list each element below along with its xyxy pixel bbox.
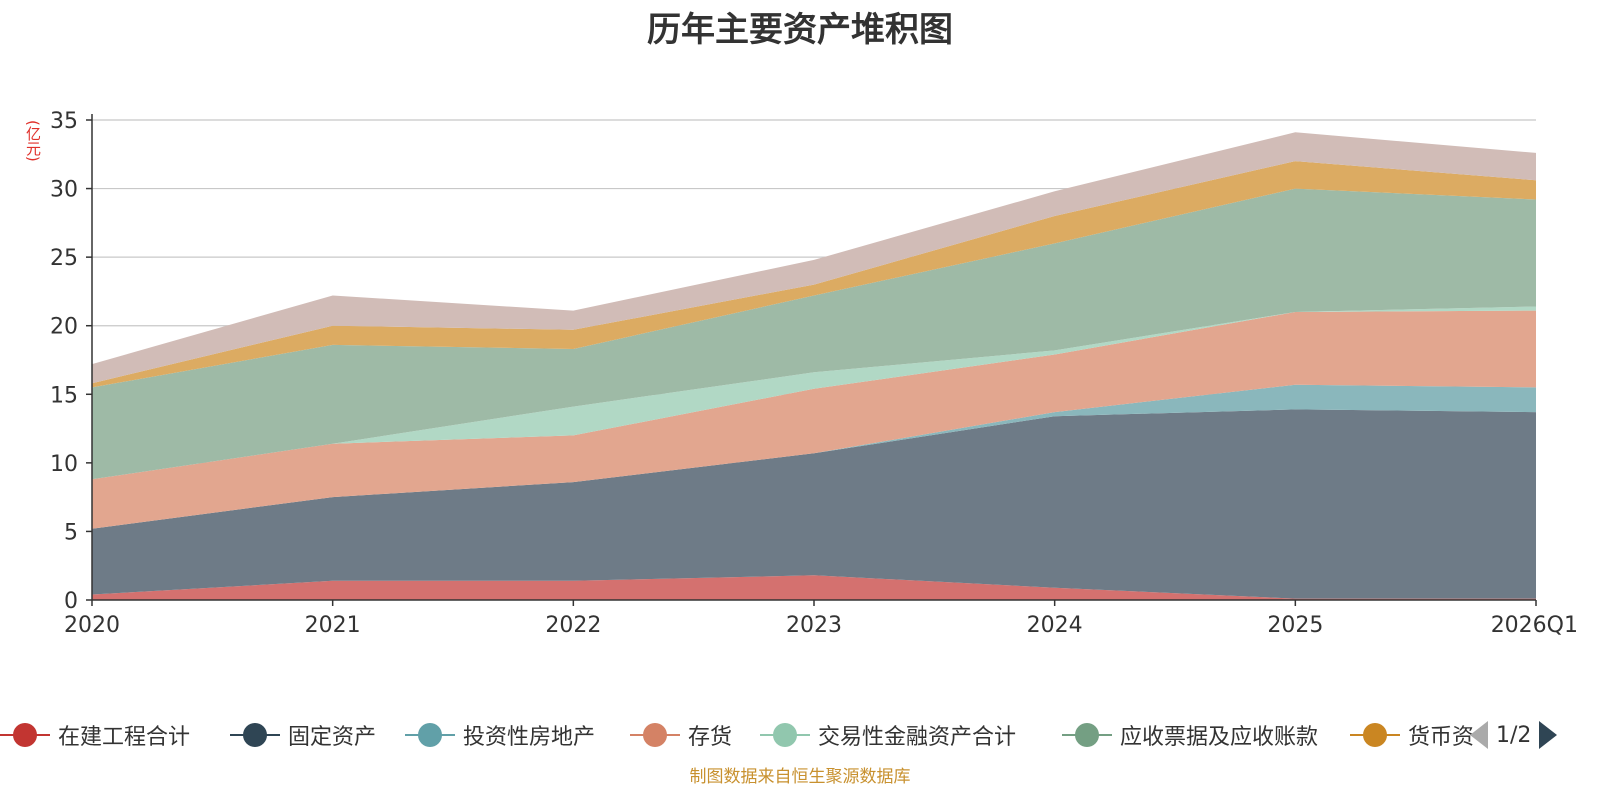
legend-label: 在建工程合计 <box>58 725 191 750</box>
area-series-2 <box>92 384 1536 529</box>
legend-marker-icon <box>405 720 455 750</box>
chart-title: 历年主要资产堆积图 <box>647 10 953 50</box>
x-tick-label: 2024 <box>1027 613 1083 638</box>
legend-item[interactable]: 投资性房地产 <box>405 718 595 752</box>
area-series-4 <box>92 306 1536 480</box>
legend-label: 货币资 <box>1408 725 1475 750</box>
axis-layer <box>86 114 1537 606</box>
y-tick-label: 5 <box>64 520 78 545</box>
legend-item[interactable]: 交易性金融资产合计 <box>760 718 1016 752</box>
x-tick-label: 2025 <box>1267 613 1323 638</box>
area-layer <box>92 132 1536 600</box>
area-series-5 <box>92 188 1536 480</box>
x-tick-label: 2021 <box>305 613 361 638</box>
legend-item[interactable]: 存货 <box>630 718 732 752</box>
x-tick-label: 2026Q1 <box>1491 613 1578 638</box>
x-tick-label: 2022 <box>545 613 601 638</box>
area-series-1 <box>92 409 1536 599</box>
legend-page-indicator: 1/2 <box>1496 722 1532 748</box>
legend-item[interactable]: 固定资产 <box>230 718 376 752</box>
y-tick-label: 0 <box>64 589 78 614</box>
legend-item[interactable]: 应收票据及应收账款 <box>1062 718 1318 752</box>
legend-marker-icon <box>0 720 50 750</box>
source-note: 制图数据来自恒生聚源数据库 <box>689 767 911 787</box>
legend-label: 交易性金融资产合计 <box>818 725 1017 750</box>
legend-next-icon[interactable] <box>1539 721 1558 749</box>
legend-prev-icon[interactable] <box>1470 721 1488 749</box>
legend-item[interactable]: 货币资 <box>1350 718 1474 752</box>
legend-label: 固定资产 <box>288 725 377 750</box>
legend-label: 投资性房地产 <box>463 725 596 750</box>
y-tick-label: 30 <box>50 178 78 203</box>
legend-pager: 1/2 <box>1470 718 1558 752</box>
legend-marker-icon <box>1350 720 1400 750</box>
x-tick-label: 2020 <box>64 613 120 638</box>
y-tick-label: 20 <box>50 315 78 340</box>
area-series-7 <box>92 132 1536 384</box>
legend-marker-icon <box>230 720 280 750</box>
legend-label: 应收票据及应收账款 <box>1120 725 1319 750</box>
legend-marker-icon <box>630 720 680 750</box>
area-series-0 <box>92 575 1536 600</box>
legend: 在建工程合计 固定资产 投资性房地产 存货 交易性金融资产合计 应收票据及应收账款 货币资 <box>0 718 1600 752</box>
y-tick-label: 25 <box>50 246 78 271</box>
y-axis-label: (亿元) <box>24 120 42 162</box>
area-series-6 <box>92 161 1536 388</box>
y-tick-label: 15 <box>50 383 78 408</box>
area-series-3 <box>92 310 1536 529</box>
legend-marker-icon <box>760 720 810 750</box>
legend-label: 存货 <box>688 725 733 750</box>
legend-item[interactable]: 在建工程合计 <box>0 718 190 752</box>
y-tick-label: 35 <box>50 109 78 134</box>
x-tick-label: 2023 <box>786 613 842 638</box>
y-tick-label: 10 <box>50 452 78 477</box>
legend-marker-icon <box>1062 720 1112 750</box>
